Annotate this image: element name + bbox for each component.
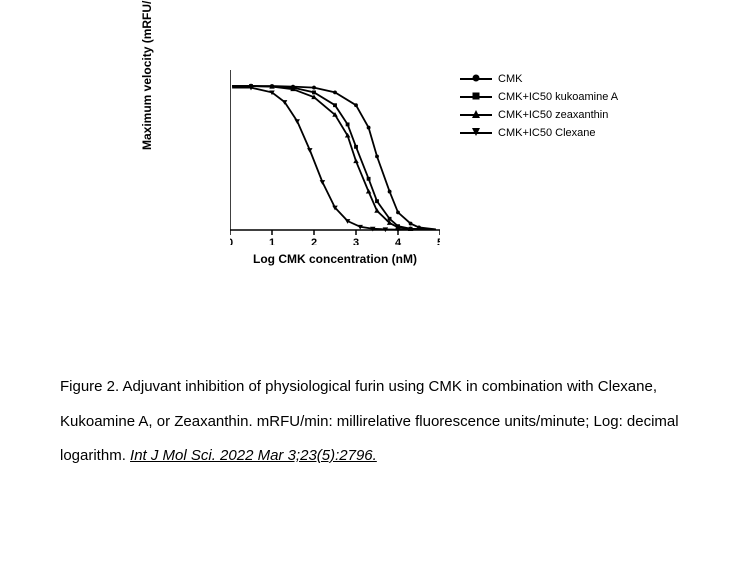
legend: CMK CMK+IC50 kukoamine A CMK+IC50 zeaxan… bbox=[460, 70, 618, 142]
legend-item-zeaxanthin: CMK+IC50 zeaxanthin bbox=[460, 106, 618, 124]
legend-label: CMK bbox=[498, 73, 522, 85]
svg-text:1: 1 bbox=[269, 237, 275, 245]
svg-text:2: 2 bbox=[311, 237, 317, 245]
svg-text:0: 0 bbox=[230, 237, 233, 245]
svg-text:3: 3 bbox=[353, 237, 359, 245]
inverted-triangle-icon bbox=[460, 126, 492, 140]
legend-item-cmk: CMK bbox=[460, 70, 618, 88]
x-ticks: 0 1 2 3 4 5 bbox=[230, 230, 440, 245]
chart-svg: 0100,000200,000300,000400,000500,000 012… bbox=[230, 70, 440, 245]
legend-label: CMK+IC50 Clexane bbox=[498, 127, 596, 139]
caption-citation: Int J Mol Sci. 2022 Mar 3;23(5):2796. bbox=[130, 447, 377, 464]
x-axis-label: Log CMK concentration (nM) bbox=[230, 252, 440, 266]
chart-container: Maximum velocity (mRFU/min) 0100,000200,… bbox=[150, 60, 620, 280]
triangle-icon bbox=[460, 108, 492, 122]
square-icon bbox=[460, 90, 492, 104]
legend-label: CMK+IC50 kukoamine A bbox=[498, 91, 618, 103]
circle-icon bbox=[460, 72, 492, 86]
legend-label: CMK+IC50 zeaxanthin bbox=[498, 109, 608, 121]
figure-caption: Figure 2. Adjuvant inhibition of physiol… bbox=[60, 370, 700, 474]
legend-item-kukoamine: CMK+IC50 kukoamine A bbox=[460, 88, 618, 106]
series-group bbox=[232, 83, 436, 232]
plot-area: 0100,000200,000300,000400,000500,000 012… bbox=[230, 70, 440, 230]
svg-text:5: 5 bbox=[437, 237, 440, 245]
y-axis-label: Maximum velocity (mRFU/min) bbox=[140, 0, 154, 150]
legend-item-clexane: CMK+IC50 Clexane bbox=[460, 124, 618, 142]
svg-text:4: 4 bbox=[395, 237, 402, 245]
